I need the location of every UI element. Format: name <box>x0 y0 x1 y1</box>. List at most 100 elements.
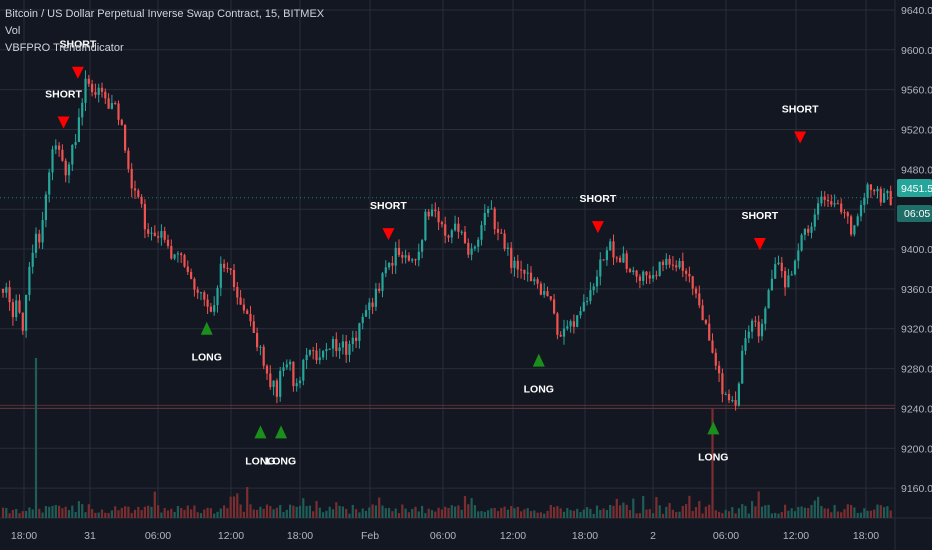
volume-bar <box>708 504 711 518</box>
candle-body <box>536 279 539 284</box>
candle-body <box>298 380 302 384</box>
candle-body <box>727 394 731 401</box>
candle-body <box>91 83 94 93</box>
volume-indicator-label[interactable]: Vol <box>5 25 21 37</box>
volume-bar <box>407 512 410 518</box>
volume-bar <box>487 510 490 518</box>
trend-indicator-label[interactable]: VBFPRO TrendIndicator <box>5 42 124 54</box>
volume-bar <box>358 512 361 518</box>
candle-body <box>655 275 658 277</box>
volume-bar <box>675 511 678 518</box>
time-axis[interactable]: 18:00 31 06:00 12:00 18:00 Feb 06:00 12:00 18:00… <box>11 530 879 542</box>
candle-body <box>203 292 206 300</box>
time-tick-label: Feb <box>361 530 379 542</box>
candle-body <box>166 239 170 246</box>
volume-bar <box>110 510 113 518</box>
volume-bar <box>800 506 803 518</box>
candle-body <box>371 302 374 307</box>
volume-bar <box>5 508 8 518</box>
symbol-title[interactable]: Bitcoin / US Dollar Perpetual Inverse Sw… <box>5 8 325 20</box>
candle-body <box>242 304 245 311</box>
volume-bar <box>866 510 869 518</box>
candle-body <box>797 250 800 261</box>
candle-body <box>21 312 24 331</box>
candle-body <box>454 223 457 231</box>
volume-bar <box>777 513 780 518</box>
volume-bar <box>355 509 358 518</box>
volume-bar <box>394 508 397 518</box>
candle-body <box>638 276 641 281</box>
volume-bar <box>671 509 674 518</box>
candle-body <box>34 233 38 253</box>
volume-bar <box>107 513 110 518</box>
candle-body <box>764 308 767 324</box>
volume-bar <box>133 509 137 518</box>
candle-body <box>685 270 688 274</box>
volume-bar <box>473 505 476 518</box>
volume-bar <box>427 508 430 518</box>
volume-bar <box>853 507 856 518</box>
volume-bar <box>31 509 34 518</box>
volume-bar <box>612 505 615 518</box>
candle-body <box>856 216 859 226</box>
candle-body <box>790 274 793 276</box>
volume-bar <box>100 509 104 518</box>
volume-bar <box>437 507 440 518</box>
candle-body <box>480 225 483 240</box>
candle-body <box>444 224 447 236</box>
candle-body <box>229 268 232 271</box>
candle-body <box>661 261 665 266</box>
volume-bar <box>463 496 467 518</box>
volume-bar <box>602 508 605 518</box>
candle-body <box>1 288 5 293</box>
candle-body <box>572 321 575 327</box>
short-signal-label: SHORT <box>782 103 819 115</box>
candle-body <box>694 288 698 294</box>
candle-body <box>140 196 143 204</box>
candle-body <box>850 216 853 235</box>
volume-bar <box>298 505 302 518</box>
candle-body <box>510 247 513 268</box>
volume-bar <box>186 505 189 518</box>
volume-bar <box>252 509 255 518</box>
volume-bar <box>34 358 38 518</box>
candle-body <box>150 232 153 234</box>
volume-bar <box>120 507 123 518</box>
candle-body <box>823 196 826 200</box>
volume-bar <box>503 506 506 518</box>
candle-body <box>421 240 424 252</box>
candle-body <box>774 264 777 279</box>
candle-body <box>586 301 589 303</box>
candle-body <box>173 254 176 259</box>
volume-bar <box>440 509 443 518</box>
volume-bar <box>731 507 734 518</box>
candle-body <box>506 247 509 249</box>
volume-bar <box>397 513 401 518</box>
volume-bar <box>183 509 186 518</box>
volume-bar <box>549 504 552 518</box>
volume-bar <box>496 511 500 518</box>
volume-bar <box>196 512 199 518</box>
candle-body <box>28 266 31 295</box>
volume-bar <box>579 511 582 518</box>
price-tick-label: 9240.0 <box>901 403 932 415</box>
candle-body <box>394 247 397 266</box>
volume-bar <box>714 510 717 518</box>
candle-body <box>863 197 866 205</box>
price-axis[interactable]: 9160.0 9200.0 9240.0 9280.0 9320.0 9360.0 9400… <box>901 5 932 495</box>
candle-body <box>500 232 503 234</box>
volume-bar <box>817 496 820 518</box>
volume-bar <box>619 505 622 518</box>
volume-bar <box>41 512 44 518</box>
volume-bar <box>229 496 232 518</box>
volume-bar <box>704 506 707 518</box>
volume-bar <box>457 505 460 518</box>
time-tick-label: 12:00 <box>218 530 244 542</box>
candle-body <box>289 361 292 365</box>
candle-body <box>658 261 661 276</box>
volume-bar <box>114 506 117 518</box>
candle-body <box>41 220 44 243</box>
volume-bar <box>216 511 219 518</box>
